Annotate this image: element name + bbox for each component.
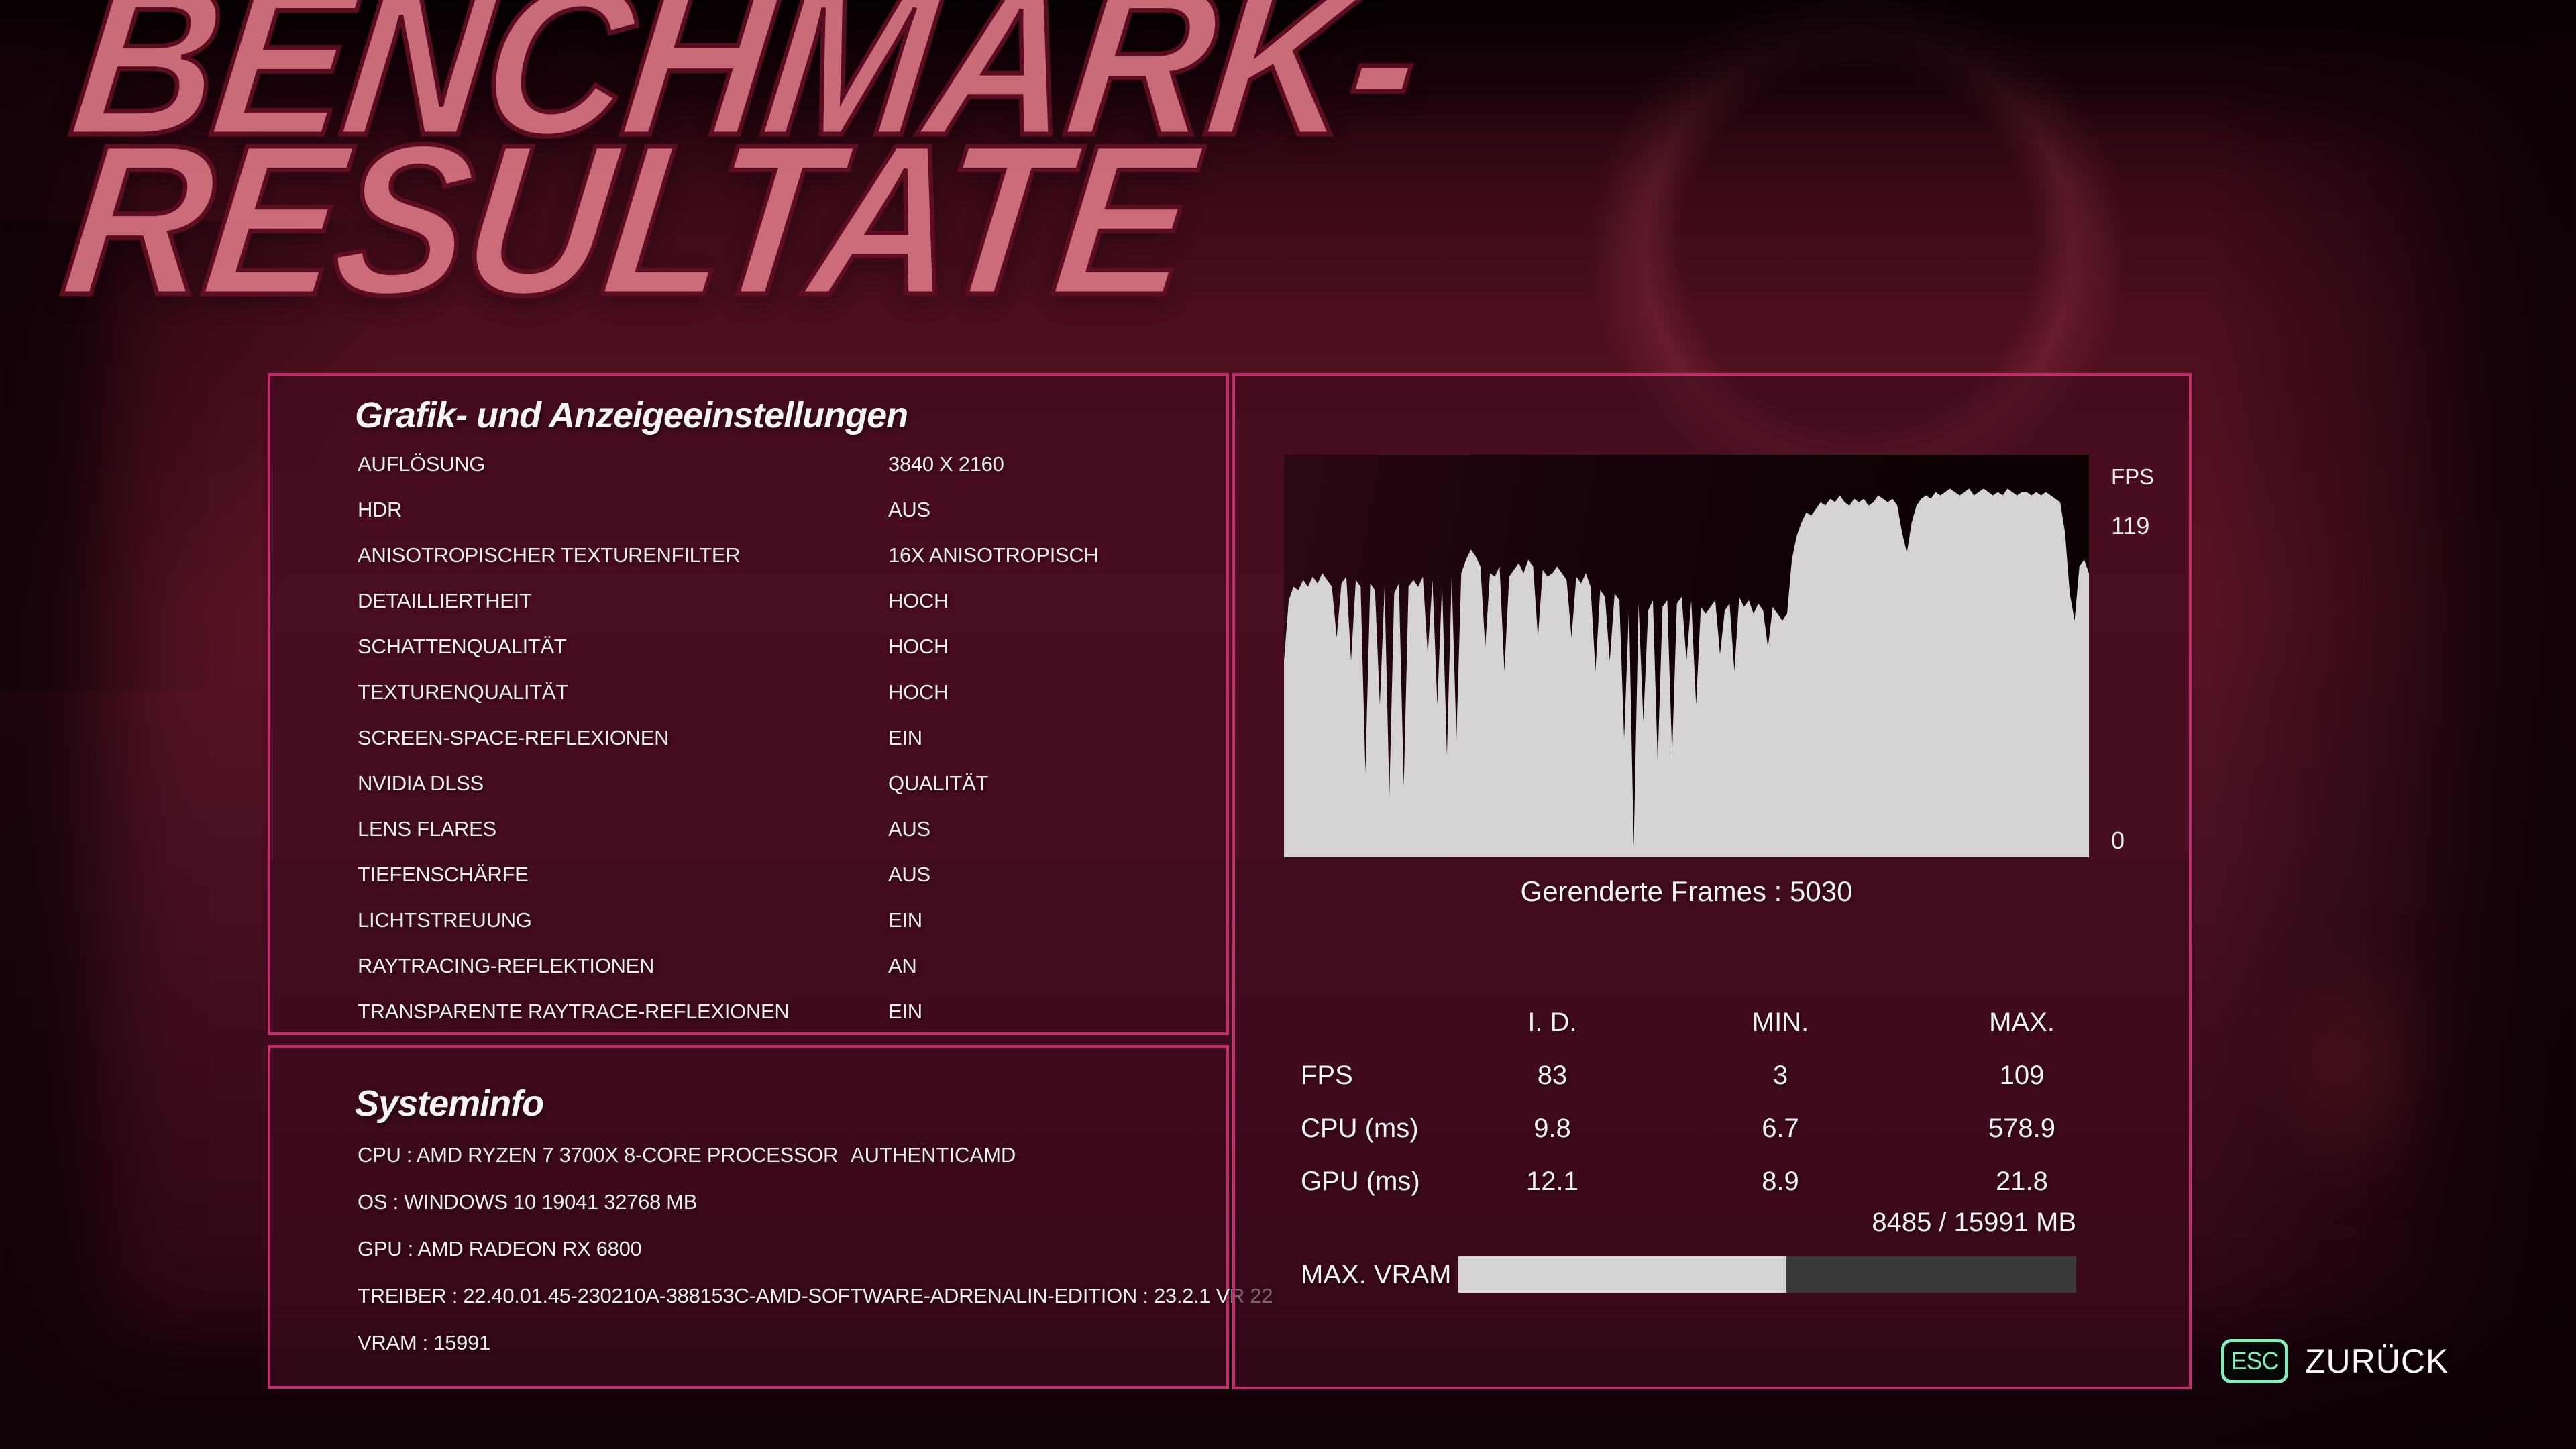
setting-label: TEXTURENQUALITÄT [358,680,568,704]
setting-row: AUFLÖSUNG 3840 X 2160 [270,443,1226,488]
setting-row: LENS FLARES AUS [270,808,1226,853]
col-header-min: MIN. [1752,1008,1809,1037]
vram-label: MAX. VRAM [1301,1260,1452,1289]
setting-value: AUS [888,498,930,521]
system-info-label: VRAM : 15991 [358,1331,491,1354]
setting-value: AUS [888,817,930,841]
setting-value: HOCH [888,589,949,612]
esc-key-button[interactable]: ESC [2221,1339,2288,1383]
system-info-line: CPU : AMD RYZEN 7 3700X 8-CORE PROCESSOR… [270,1134,1226,1181]
cpu-min-value: 6.7 [1762,1114,1799,1143]
table-row-fps: FPS 83 3 109 [1235,1053,2189,1106]
row-label: GPU (ms) [1301,1167,1420,1196]
setting-label: ANISOTROPISCHER TEXTURENFILTER [358,543,741,567]
system-info-label: GPU : AMD RADEON RX 6800 [358,1237,642,1260]
table-row-cpu: CPU (ms) 9.8 6.7 578.9 [1235,1106,2189,1159]
fps-max-value: 109 [1999,1061,2045,1090]
setting-value: 3840 X 2160 [888,452,1004,476]
setting-label: TIEFENSCHÄRFE [358,863,529,886]
fps-axis-max-value: 119 [2111,512,2150,539]
setting-row: SCHATTENQUALITÄT HOCH [270,625,1226,671]
setting-value: AN [888,954,917,977]
system-info-label: OS : WINDOWS 10 19041 32768 MB [358,1190,698,1214]
gpu-min-value: 8.9 [1762,1167,1799,1196]
system-info-label: TREIBER : 22.40.01.45-230210A-388153C-AM… [358,1284,1273,1307]
setting-row: RAYTRACING-REFLEKTIONEN AN [270,945,1226,990]
vram-usage-text: 8485 / 15991 MB [1872,1208,2076,1237]
setting-row: TRANSPARENTE RAYTRACE-REFLEXIONEN EIN [270,990,1226,1036]
page-title: BENCHMARK- RESULTATE [47,0,1431,341]
system-info-panel: Systeminfo CPU : AMD RYZEN 7 3700X 8-COR… [268,1045,1273,1389]
setting-row: LICHTSTREUUNG EIN [270,899,1226,945]
setting-value: 16X ANISOTROPISCH [888,543,1099,567]
setting-label: AUFLÖSUNG [358,452,486,476]
vram-bar [1458,1256,2076,1293]
setting-row: SCREEN-SPACE-REFLEXIONEN EIN [270,716,1226,762]
stats-table: I. D. MIN. MAX. FPS 83 3 109 CPU (ms) 9.… [1235,1000,2189,1212]
fps-min-value: 3 [1772,1061,1788,1090]
stats-header-row: I. D. MIN. MAX. [1235,1000,2189,1053]
system-info-heading: Systeminfo [355,1083,544,1124]
setting-value: EIN [888,726,922,749]
setting-value: EIN [888,1000,922,1023]
setting-row: DETAILLIERTHEIT HOCH [270,580,1226,625]
setting-label: HDR [358,498,402,521]
setting-label: TRANSPARENTE RAYTRACE-REFLEXIONEN [358,1000,790,1023]
setting-value: AUS [888,863,930,886]
background-right-shade [2207,0,2576,1449]
setting-label: RAYTRACING-REFLEKTIONEN [358,954,655,977]
fps-axis-min-value: 0 [2111,826,2125,854]
setting-value: HOCH [888,680,949,704]
setting-row: NVIDIA DLSS QUALITÄT [270,762,1226,808]
system-info-list: CPU : AMD RYZEN 7 3700X 8-CORE PROCESSOR… [270,1134,1273,1368]
cpu-id-value: 9.8 [1534,1114,1571,1143]
col-header-max: MAX. [1989,1008,2055,1037]
back-button-label[interactable]: ZURÜCK [2305,1342,2449,1380]
setting-label: DETAILLIERTHEIT [358,589,532,612]
cpu-max-value: 578.9 [1988,1114,2056,1143]
background-red-glow [2267,939,2455,1194]
fps-axis-label: FPS [2111,464,2155,489]
system-info-extra: AUTHENTICAMD [851,1143,1016,1167]
gpu-id-value: 12.1 [1526,1167,1578,1196]
vram-bar-fill [1458,1256,1787,1293]
setting-row: TEXTURENQUALITÄT HOCH [270,671,1226,716]
setting-label: NVIDIA DLSS [358,771,484,795]
system-info-label: CPU : AMD RYZEN 7 3700X 8-CORE PROCESSOR [358,1143,839,1167]
setting-label: LENS FLARES [358,817,496,841]
setting-value: QUALITÄT [888,771,989,795]
graphics-settings-panel: Grafik- und Anzeigeeinstellungen AUFLÖSU… [268,373,1229,1035]
setting-row: HDR AUS [270,488,1226,534]
setting-row: ANISOTROPISCHER TEXTURENFILTER 16X ANISOT… [270,534,1226,580]
system-info-line: VRAM : 15991 [270,1322,1226,1368]
system-info-line: TREIBER : 22.40.01.45-230210A-388153C-AM… [270,1275,1273,1322]
rendered-frames-caption: Gerenderte Frames : 5030 [1520,875,1853,907]
col-header-id: I. D. [1527,1008,1577,1037]
system-info-line: OS : WINDOWS 10 19041 32768 MB [270,1181,1226,1228]
benchmark-results-panel: FPS 119 0 Gerenderte Frames : 5030 I. D.… [1232,373,2192,1389]
system-info-line: GPU : AMD RADEON RX 6800 [270,1228,1226,1275]
setting-label: SCREEN-SPACE-REFLEXIONEN [358,726,669,749]
graphics-settings-heading: Grafik- und Anzeigeeinstellungen [355,395,908,435]
row-label: FPS [1301,1061,1353,1090]
row-label: CPU (ms) [1301,1114,1419,1143]
gpu-max-value: 21.8 [1996,1167,2048,1196]
setting-label: SCHATTENQUALITÄT [358,635,567,658]
setting-label: LICHTSTREUUNG [358,908,532,932]
fps-area-chart [1284,488,2089,857]
setting-value: EIN [888,908,922,932]
fps-id-value: 83 [1537,1061,1568,1090]
setting-value: HOCH [888,635,949,658]
table-row-gpu: GPU (ms) 12.1 8.9 21.8 [1235,1159,2189,1212]
setting-row: TIEFENSCHÄRFE AUS [270,853,1226,899]
fps-area [1284,488,2089,857]
graphics-settings-list: AUFLÖSUNG 3840 X 2160 HDR AUS ANISOTROPISCHE… [270,443,1226,1036]
fps-graph [1284,455,2089,857]
